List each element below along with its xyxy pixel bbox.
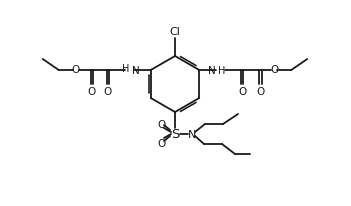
Text: Cl: Cl bbox=[170, 27, 180, 37]
Text: N: N bbox=[132, 65, 139, 75]
Text: O: O bbox=[256, 87, 265, 97]
Text: O: O bbox=[157, 119, 165, 129]
Text: S: S bbox=[171, 128, 179, 141]
Text: O: O bbox=[270, 65, 278, 75]
Text: N: N bbox=[188, 129, 196, 139]
Text: O: O bbox=[104, 87, 112, 97]
Text: H: H bbox=[218, 65, 226, 75]
Text: O: O bbox=[238, 87, 246, 97]
Text: O: O bbox=[157, 138, 165, 148]
Text: O: O bbox=[88, 87, 96, 97]
Text: H: H bbox=[122, 64, 130, 74]
Text: O: O bbox=[72, 65, 80, 75]
Text: N: N bbox=[208, 65, 216, 75]
